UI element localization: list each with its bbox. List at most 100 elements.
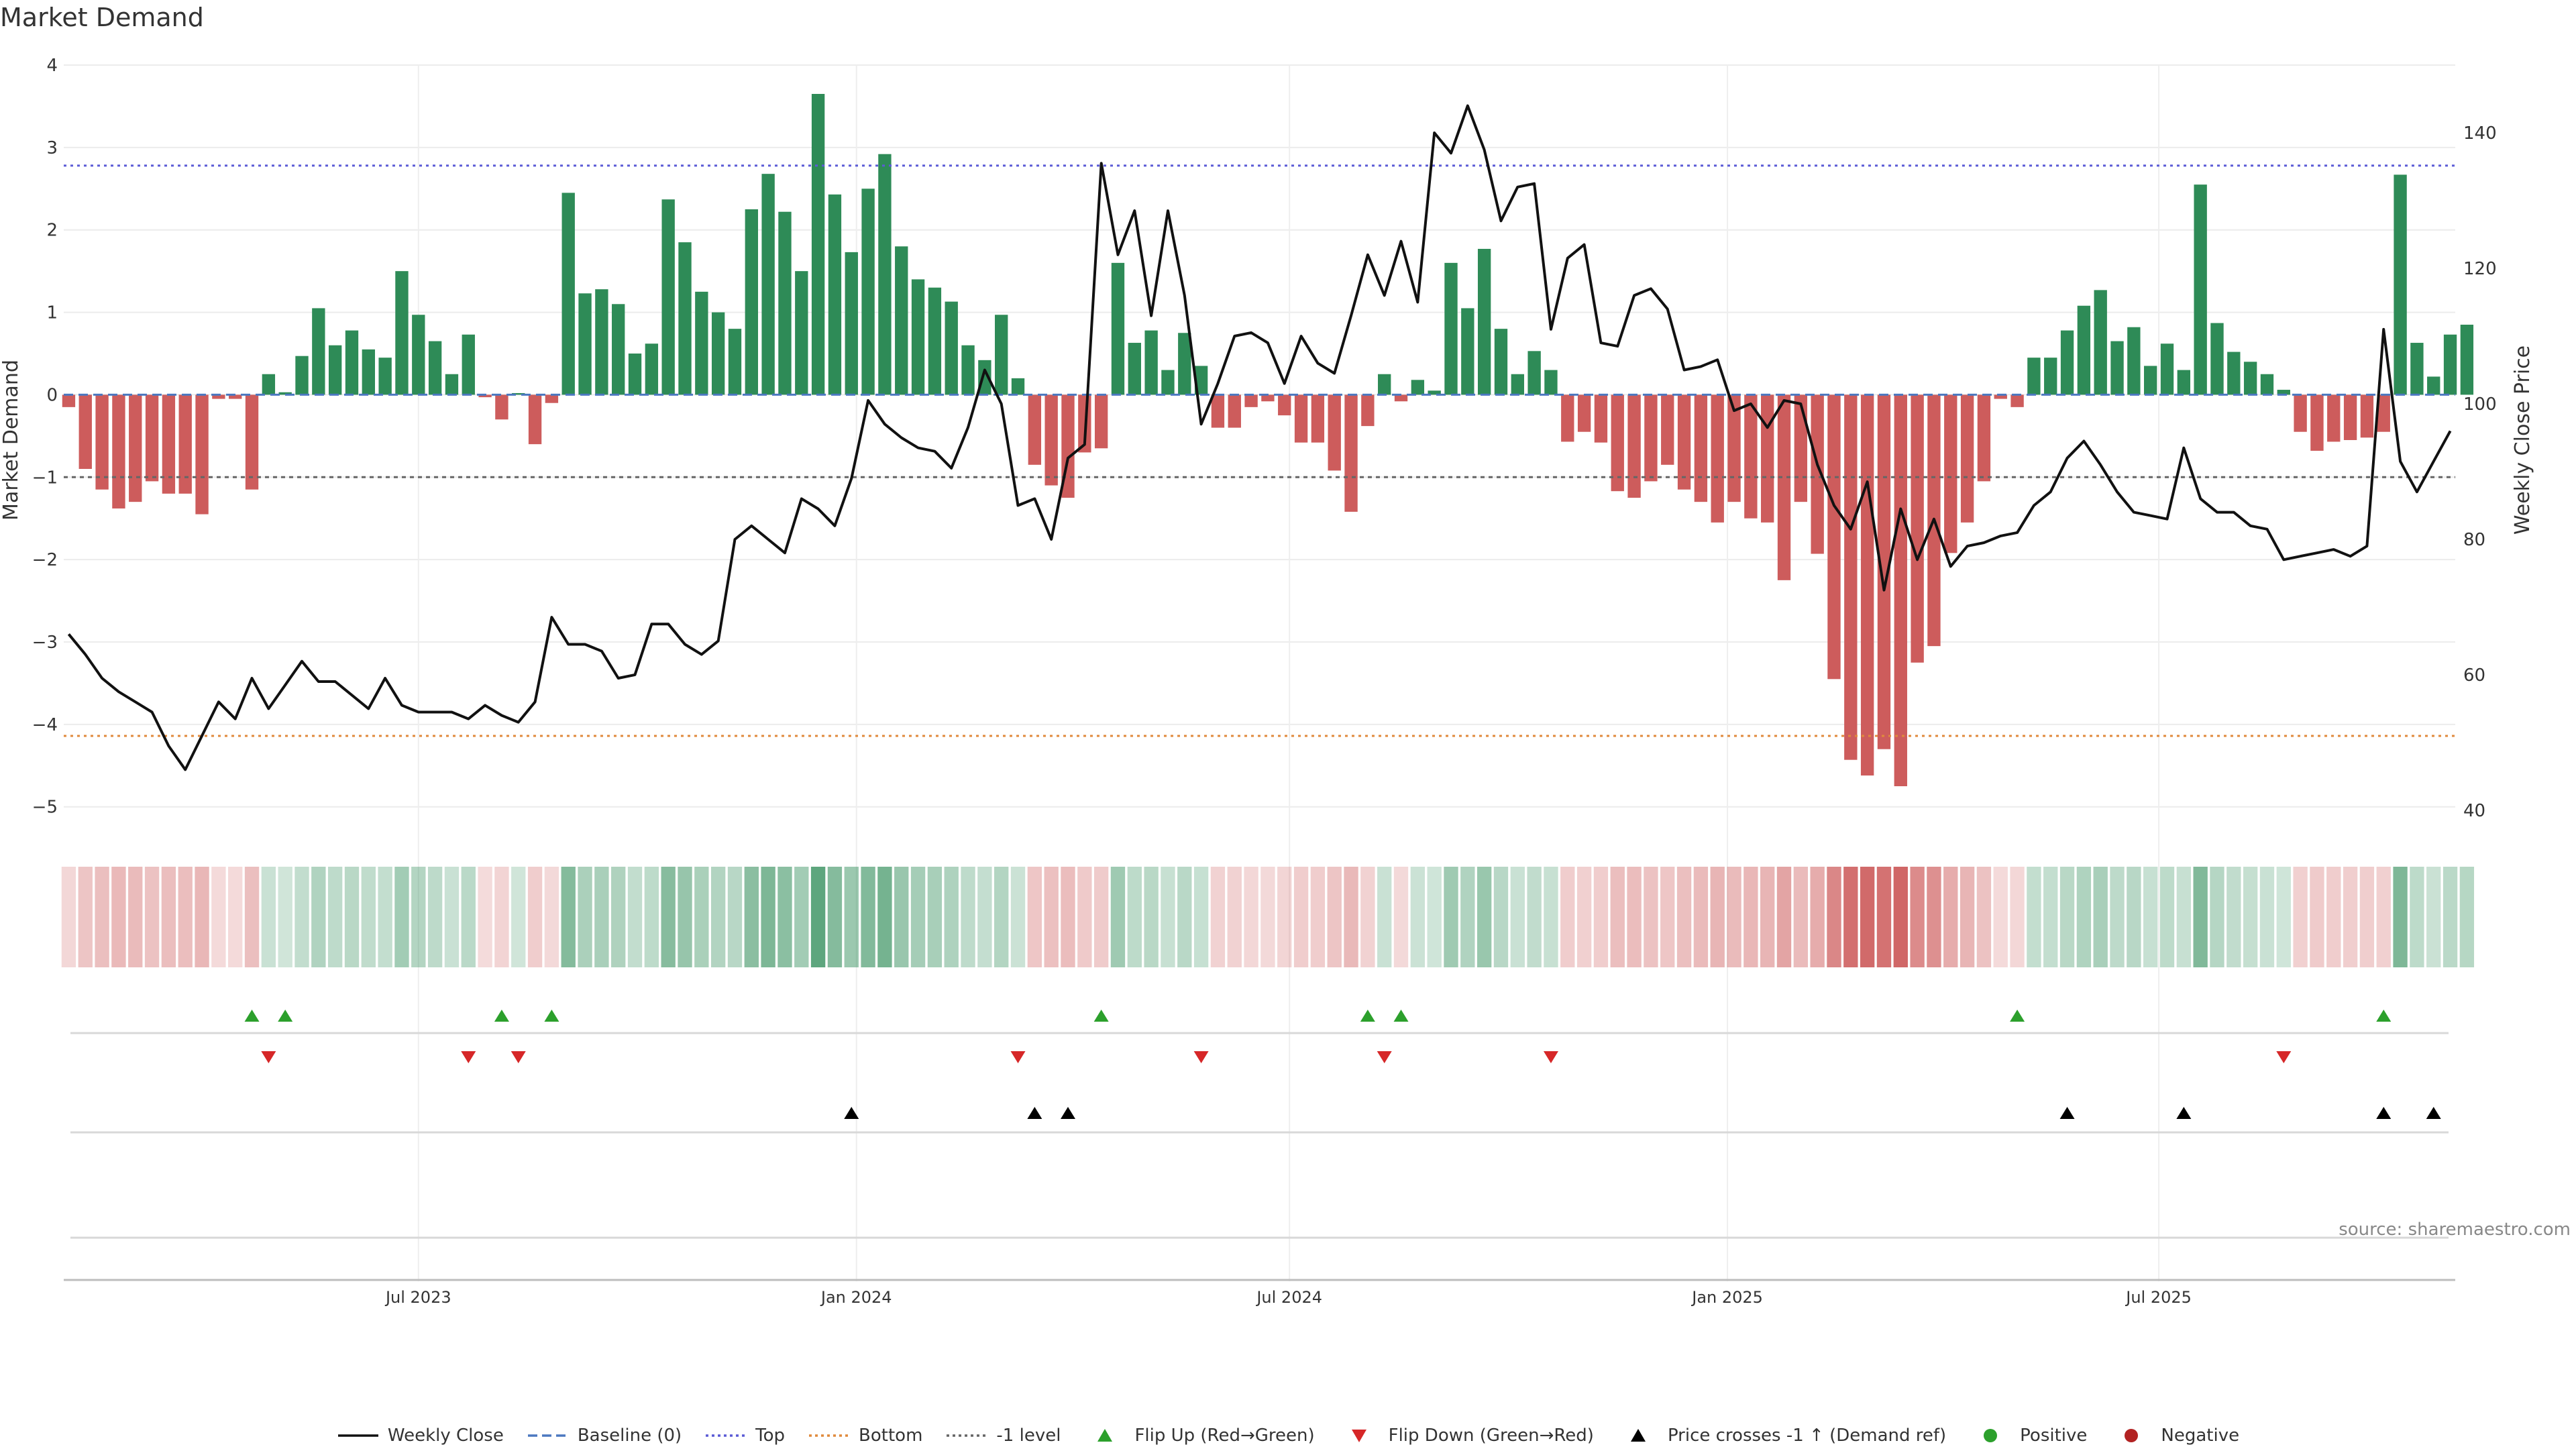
heat-cell — [1644, 867, 1658, 967]
heat-cell — [1327, 867, 1342, 967]
heat-cell — [1610, 867, 1625, 967]
demand-bar — [1677, 394, 1691, 490]
x-tick-label: Jan 2025 — [1690, 1288, 1763, 1307]
demand-bar — [462, 334, 475, 395]
demand-bar — [295, 356, 309, 395]
demand-bar — [1744, 394, 1758, 519]
y-axis-title: Market Demand — [0, 360, 23, 521]
demand-bar — [1477, 248, 1491, 395]
demand-bar — [778, 211, 792, 395]
demand-bar — [1977, 394, 1991, 482]
heat-cell — [961, 867, 975, 967]
heat-cell — [78, 867, 93, 967]
heat-cell — [1360, 867, 1375, 967]
legend-symbol — [809, 1434, 850, 1437]
heat-cell — [2210, 867, 2224, 967]
demand-bar — [495, 394, 508, 420]
demand-bar — [561, 193, 575, 395]
demand-bar — [2027, 358, 2041, 395]
heat-cell — [1010, 867, 1026, 967]
demand-bar — [2460, 325, 2474, 395]
demand-bar — [145, 394, 159, 482]
heat-cell — [1061, 867, 1075, 967]
legend-symbol — [947, 1434, 987, 1437]
demand-bar — [212, 394, 225, 399]
legend-item: -1 level — [945, 1426, 1061, 1446]
demand-bar — [528, 394, 542, 445]
heat-cell — [311, 867, 326, 967]
y-tick-label: −4 — [32, 715, 58, 735]
heat-cell — [2226, 867, 2241, 967]
demand-bar — [745, 209, 758, 395]
flip-down-marker — [1193, 1051, 1209, 1063]
demand-bar — [2210, 323, 2224, 395]
heat-cell — [644, 867, 659, 967]
heat-cell — [1193, 867, 1209, 967]
demand-bar — [2410, 343, 2424, 395]
heat-cell — [794, 867, 809, 967]
demand-bar — [2194, 184, 2207, 395]
price-cross-marker — [2176, 1107, 2192, 1119]
heat-cell — [1693, 867, 1709, 967]
demand-bar — [2360, 394, 2374, 438]
demand-bar — [1278, 394, 1291, 416]
demand-bar — [978, 360, 991, 395]
heat-cell — [2076, 867, 2092, 967]
flip-down-marker — [1010, 1051, 1026, 1063]
demand-bar — [1594, 394, 1608, 443]
demand-bar — [1178, 333, 1191, 395]
heat-cell — [1144, 867, 1159, 967]
legend-item: Baseline (0) — [527, 1426, 682, 1446]
demand-bar — [2077, 305, 2091, 395]
demand-bar — [545, 394, 559, 403]
x-tick-label: Jul 2023 — [384, 1288, 451, 1307]
demand-bar — [278, 392, 292, 395]
heat-cell — [1893, 867, 1908, 967]
chart-legend: Weekly Close Baseline (0) Top Bottom -1 leve… — [0, 1422, 2576, 1449]
heat-cell — [361, 867, 376, 967]
demand-bar — [828, 194, 842, 395]
heat-cell — [2293, 867, 2308, 967]
demand-bar — [1561, 394, 1574, 442]
heat-cell — [2326, 867, 2341, 967]
demand-bar — [328, 345, 342, 395]
heat-cell — [511, 867, 526, 967]
price-cross-marker — [1027, 1107, 1042, 1119]
legend-item: Negative — [2110, 1426, 2239, 1446]
demand-bar — [678, 242, 692, 395]
demand-bar — [412, 315, 425, 395]
demand-bar — [661, 199, 675, 395]
demand-bar — [911, 279, 925, 395]
demand-bar — [1044, 394, 1058, 486]
y2-tick-label: 120 — [2463, 259, 2497, 279]
heat-cell — [678, 867, 692, 967]
demand-bar — [512, 392, 525, 395]
heat-cell — [1876, 867, 1892, 967]
chart-title: Market Demand — [0, 3, 204, 32]
heat-cell — [611, 867, 626, 967]
legend-item: Price crosses -1 ↑ (Demand ref) — [1617, 1426, 1946, 1446]
y-tick-label: 3 — [46, 138, 58, 158]
heat-cell — [861, 867, 875, 967]
heat-cell — [1244, 867, 1258, 967]
demand-bar — [1777, 394, 1791, 580]
heat-cell — [178, 867, 193, 967]
heat-cell — [1943, 867, 1958, 967]
heat-cell — [244, 867, 260, 967]
y-tick-label: 4 — [46, 56, 58, 76]
demand-bar — [1611, 394, 1624, 492]
demand-bar — [378, 358, 392, 395]
heat-cell — [1377, 867, 1392, 967]
demand-bar — [362, 349, 375, 395]
heat-cell — [1093, 867, 1109, 967]
demand-bar — [1161, 370, 1175, 395]
demand-bar — [878, 154, 892, 395]
demand-bar — [1194, 366, 1208, 395]
heat-cell — [2376, 867, 2391, 967]
legend-symbol — [1984, 1429, 1998, 1442]
y2-tick-label: 40 — [2463, 801, 2485, 821]
demand-bar — [2110, 341, 2124, 395]
heat-cell — [2059, 867, 2075, 967]
y-tick-label: −5 — [32, 798, 58, 818]
demand-bar — [1344, 394, 1358, 512]
